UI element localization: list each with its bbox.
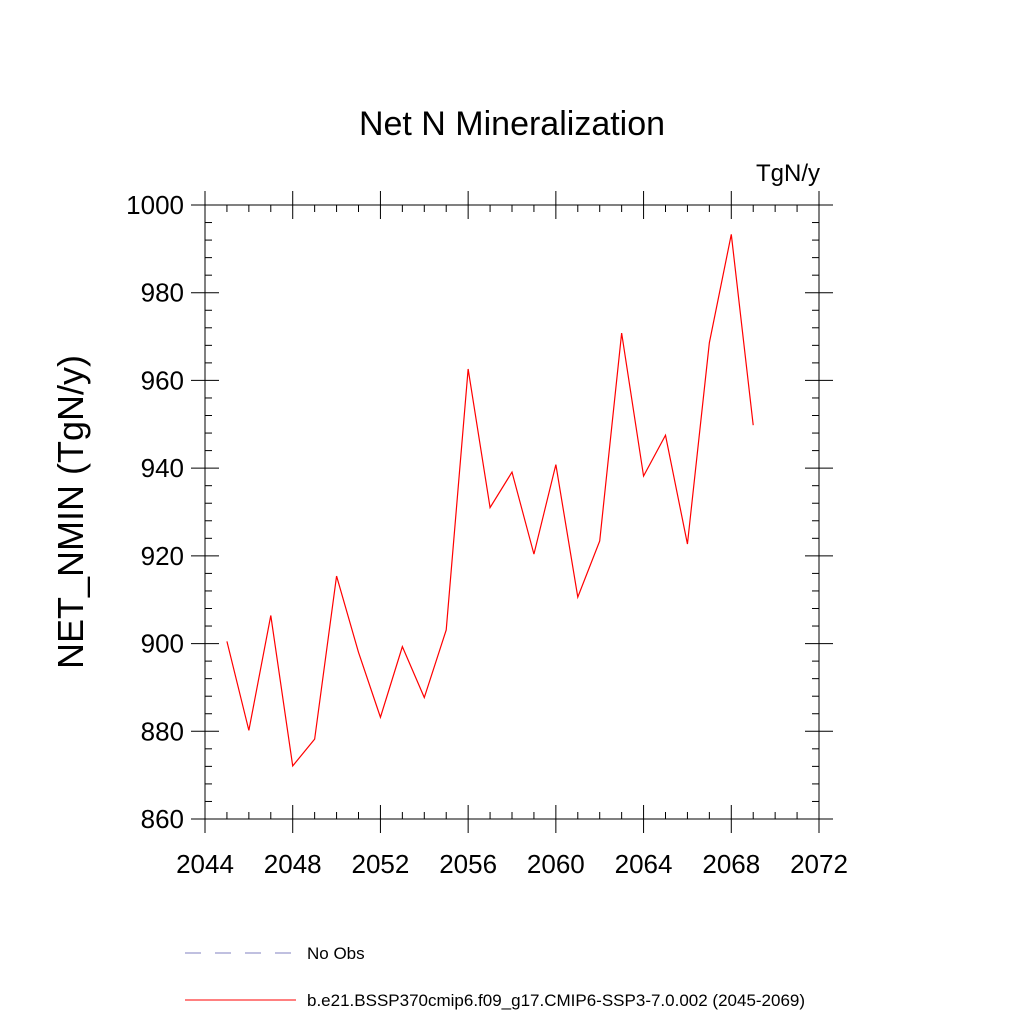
series-lines (226, 234, 754, 768)
y-axis-label: NET_NMIN (TgN/y) (50, 355, 91, 669)
x-tick-label: 2072 (790, 849, 848, 879)
y-tick-label: 880 (141, 716, 184, 746)
y-tick-label: 1000 (126, 190, 184, 220)
x-tick-label: 2064 (615, 849, 673, 879)
x-tick-label: 2052 (352, 849, 410, 879)
minor-ticks (205, 205, 819, 819)
x-tick-label: 2044 (176, 849, 234, 879)
x-tick-label: 2060 (527, 849, 585, 879)
x-tick-label: 2068 (702, 849, 760, 879)
legend-label: b.e21.BSSP370cmip6.f09_g17.CMIP6-SSP3-7.… (307, 991, 805, 1010)
y-tick-label: 980 (141, 278, 184, 308)
major-ticks (191, 191, 833, 833)
plot-frame (204, 204, 820, 820)
y-tick-label: 940 (141, 453, 184, 483)
x-tick-labels: 2044 2048 2052 2056 2060 2064 2068 2072 (176, 849, 848, 879)
x-tick-label: 2048 (264, 849, 322, 879)
units-label: TgN/y (756, 160, 820, 187)
legend: No Obs b.e21.BSSP370cmip6.f09_g17.CMIP6-S… (185, 944, 805, 1010)
y-tick-label: 960 (141, 365, 184, 395)
chart-title: Net N Mineralization (359, 105, 665, 143)
series-line-0 (226, 234, 754, 768)
y-tick-labels: 860 880 900 920 940 960 980 1000 (126, 190, 184, 834)
y-tick-label: 860 (141, 804, 184, 834)
y-tick-label: 920 (141, 541, 184, 571)
legend-label: No Obs (307, 944, 365, 963)
y-tick-label: 900 (141, 629, 184, 659)
x-tick-label: 2056 (439, 849, 497, 879)
